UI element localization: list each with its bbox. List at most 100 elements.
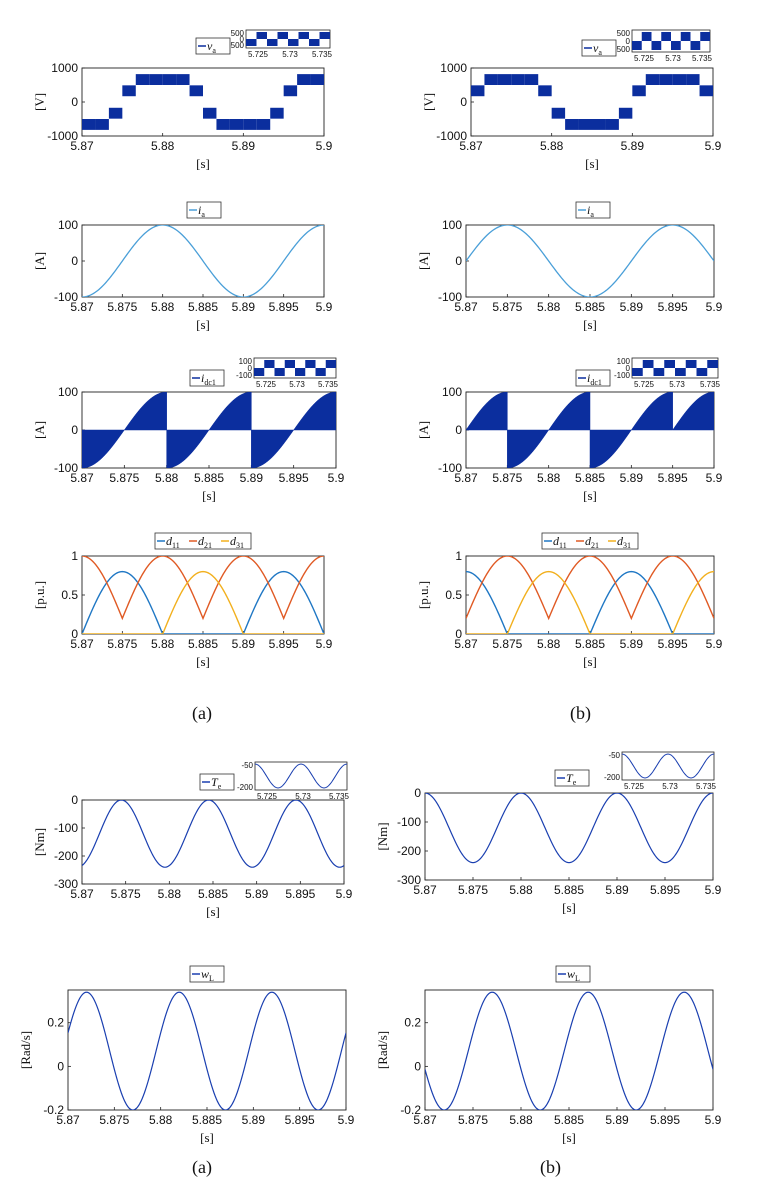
legend: va bbox=[195, 37, 231, 55]
inset-y-tick-label: 0 bbox=[626, 37, 631, 46]
legend-box bbox=[541, 532, 639, 550]
inset-x-tick-label: 5.73 bbox=[289, 380, 305, 389]
legend: va bbox=[581, 39, 617, 57]
legend: idc1 bbox=[575, 369, 611, 387]
x-tick-label: 5.885 bbox=[575, 637, 605, 651]
inset-block bbox=[284, 360, 295, 368]
pwm-block bbox=[511, 74, 525, 85]
x-tick-label: 5.9 bbox=[316, 300, 333, 314]
x-tick-label: 5.895 bbox=[650, 883, 680, 897]
legend-label: Te bbox=[211, 775, 222, 791]
y-tick-label: 0 bbox=[414, 1059, 421, 1073]
idc-area bbox=[507, 392, 591, 468]
caption-b-top: (b) bbox=[570, 703, 591, 723]
x-tick-label: 5.87 bbox=[454, 637, 478, 651]
idc-area bbox=[466, 392, 508, 431]
inset-block bbox=[671, 41, 681, 50]
x-tick-label: 5.89 bbox=[620, 637, 644, 651]
x-tick-label: 5.88 bbox=[537, 637, 561, 651]
x-axis-label: [s] bbox=[196, 654, 210, 669]
pwm-block bbox=[471, 85, 485, 97]
caption-b-bottom: (b) bbox=[540, 1157, 561, 1177]
y-tick-label: 0.5 bbox=[61, 588, 78, 602]
inset-block bbox=[295, 368, 306, 376]
x-tick-label: 5.87 bbox=[413, 883, 437, 897]
legend-box bbox=[186, 201, 222, 219]
legend-box bbox=[189, 369, 225, 387]
inset-block bbox=[690, 41, 701, 50]
pwm-block bbox=[122, 85, 136, 97]
y-tick-label: 100 bbox=[442, 385, 462, 399]
pwm-block bbox=[270, 107, 284, 119]
y-axis-label: [A] bbox=[416, 421, 431, 439]
x-tick-label: 5.89 bbox=[232, 139, 256, 153]
inset-block bbox=[632, 41, 642, 50]
y-tick-label: -100 bbox=[397, 815, 421, 829]
x-axis-label: [s] bbox=[196, 156, 210, 171]
x-tick-label: 5.9 bbox=[705, 139, 722, 153]
x-tick-label: 5.9 bbox=[316, 139, 333, 153]
inset-y-tick-label: -100 bbox=[236, 371, 253, 380]
legend-box bbox=[575, 201, 611, 219]
pwm-block bbox=[632, 85, 646, 97]
legend-box bbox=[575, 369, 611, 387]
idc-area bbox=[251, 392, 336, 468]
y-tick-label: -100 bbox=[54, 461, 78, 475]
legend-box bbox=[555, 965, 591, 983]
x-axis-label: [s] bbox=[583, 654, 597, 669]
y-tick-label: -1000 bbox=[436, 129, 467, 143]
y-tick-label: 100 bbox=[58, 385, 78, 399]
x-tick-label: 5.89 bbox=[242, 1113, 266, 1127]
axes-box bbox=[424, 792, 714, 881]
y-tick-label: 1000 bbox=[440, 61, 467, 75]
y-axis-label: [A] bbox=[32, 421, 47, 439]
x-tick-label: 5.875 bbox=[107, 637, 137, 651]
chart-d-b: 5.87 5.875 5.88 5.885 5.89 5.895 5.9 1 0.5 0 [s] [p… bbox=[416, 532, 723, 669]
y-tick-label: 0 bbox=[455, 627, 462, 641]
inset-y-tick-label: 500 bbox=[617, 29, 631, 38]
plot-area bbox=[82, 800, 344, 868]
x-tick-label: 5.875 bbox=[492, 300, 522, 314]
x-tick-label: 5.9 bbox=[316, 637, 333, 651]
plot-area bbox=[466, 556, 714, 634]
chart-te-a: 5.87 5.875 5.88 5.885 5.89 5.895 5.90-100-200-… bbox=[32, 761, 353, 919]
x-tick-label: 5.89 bbox=[232, 300, 256, 314]
series-line bbox=[82, 225, 324, 297]
y-axis-label: [V] bbox=[32, 93, 47, 111]
inset-block bbox=[319, 32, 330, 39]
x-tick-label: 5.89 bbox=[245, 887, 269, 901]
y-axis-label: [Rad/s] bbox=[375, 1031, 390, 1069]
legend-label: ia bbox=[587, 203, 594, 219]
inset-y-tick-label: 100 bbox=[617, 357, 631, 366]
x-tick-label: 5.875 bbox=[458, 1113, 488, 1127]
axes-box bbox=[81, 67, 325, 137]
inset-block bbox=[298, 32, 309, 39]
inset-x-tick-label: 5.725 bbox=[256, 380, 277, 389]
inset-x-tick-label: 5.725 bbox=[634, 54, 655, 63]
series-line-d_21 bbox=[466, 556, 714, 621]
legend-box bbox=[554, 769, 590, 787]
x-tick-label: 5.88 bbox=[151, 139, 175, 153]
inset-x-tick-label: 5.725 bbox=[624, 782, 645, 791]
inset-y-tick-label: 100 bbox=[239, 357, 253, 366]
caption-a-bottom: (a) bbox=[192, 1157, 212, 1177]
x-tick-label: 5.89 bbox=[240, 471, 264, 485]
legend: d11 d21 d31 bbox=[154, 532, 252, 550]
inset-x-tick-label: 5.735 bbox=[692, 54, 713, 63]
inset-block bbox=[653, 368, 665, 376]
y-tick-label: 0 bbox=[71, 423, 78, 437]
x-tick-label: 5.895 bbox=[279, 471, 309, 485]
inset-block bbox=[664, 360, 675, 368]
inset-block bbox=[661, 32, 671, 41]
pwm-block bbox=[310, 74, 324, 85]
y-axis-label: [A] bbox=[416, 252, 431, 270]
y-tick-label: -100 bbox=[54, 290, 78, 304]
pwm-block bbox=[645, 74, 660, 85]
inset-block bbox=[254, 368, 265, 376]
inset-block bbox=[696, 368, 708, 376]
y-tick-label: 1000 bbox=[51, 61, 78, 75]
chart-wl-a: 5.87 5.875 5.88 5.885 5.89 5.895 5.9 0.2 0 -0.2 [s… bbox=[18, 965, 355, 1145]
y-tick-label: -0.2 bbox=[43, 1103, 64, 1117]
y-tick-label: 0 bbox=[460, 95, 467, 109]
